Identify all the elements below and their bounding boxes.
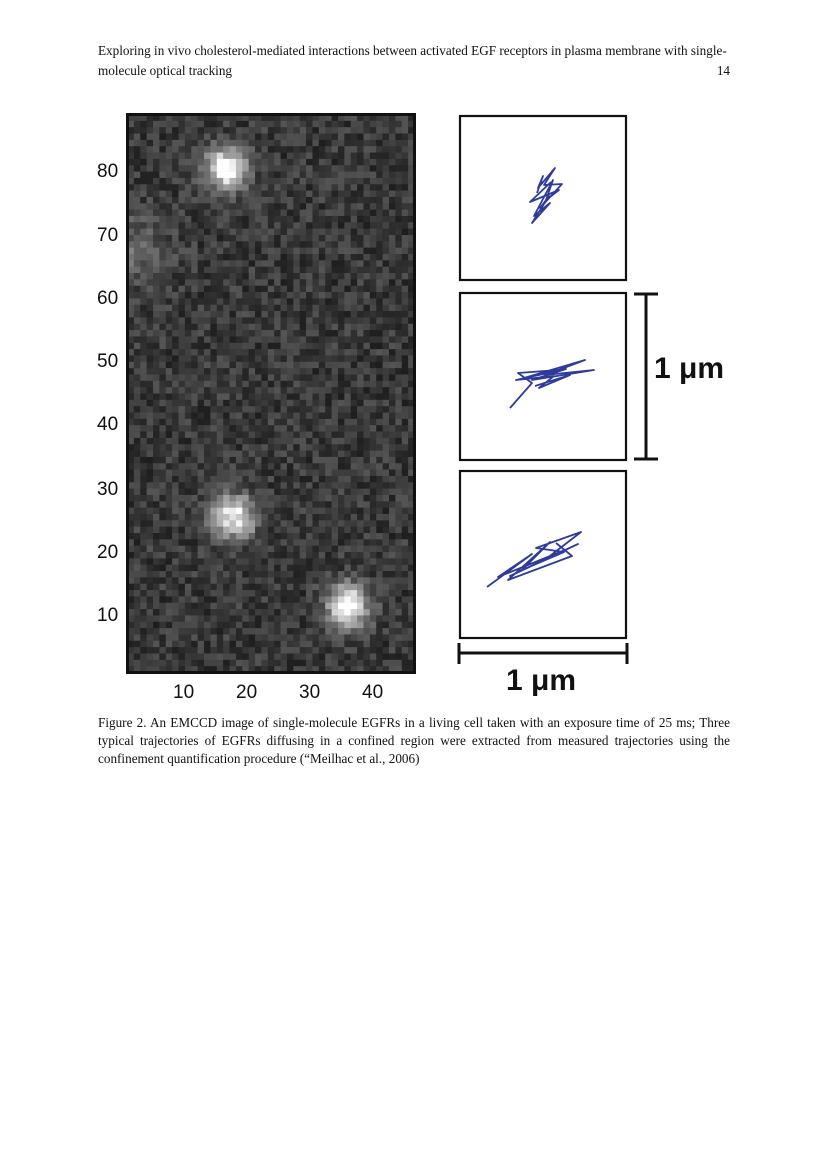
emccd-image xyxy=(126,113,416,674)
x-tick: 30 xyxy=(299,682,321,703)
trajectory-1 xyxy=(529,167,563,224)
vertical-scale-label: 1 μm xyxy=(654,352,725,385)
y-tick: 30 xyxy=(97,479,119,500)
vertical-scale-bar xyxy=(634,292,658,461)
trajectory-2 xyxy=(509,359,595,409)
horizontal-scale-bar xyxy=(457,643,629,664)
y-tick: 70 xyxy=(97,225,119,246)
x-tick: 20 xyxy=(236,682,258,703)
figure: 80 70 60 50 40 30 20 10 10 20 30 40 1 μm… xyxy=(97,113,725,703)
horizontal-scale-label: 1 μm xyxy=(506,664,577,697)
trajectory-3 xyxy=(486,531,582,588)
y-tick: 40 xyxy=(97,414,119,435)
figure-caption: Figure 2. An EMCCD image of single-molec… xyxy=(98,715,730,766)
y-tick: 10 xyxy=(97,605,119,626)
trajectory-panels xyxy=(457,114,658,664)
y-tick: 20 xyxy=(97,542,119,563)
page-number: 14 xyxy=(716,63,730,78)
running-head-title: Exploring in vivo cholesterol-mediated i… xyxy=(98,43,727,78)
trajectory-panel-3 xyxy=(458,469,628,640)
x-tick: 10 xyxy=(173,682,195,703)
y-tick: 60 xyxy=(97,288,119,309)
running-head: Exploring in vivo cholesterol-mediated i… xyxy=(98,41,730,81)
y-tick: 80 xyxy=(97,161,119,182)
y-tick: 50 xyxy=(97,351,119,372)
x-tick: 40 xyxy=(362,682,384,703)
